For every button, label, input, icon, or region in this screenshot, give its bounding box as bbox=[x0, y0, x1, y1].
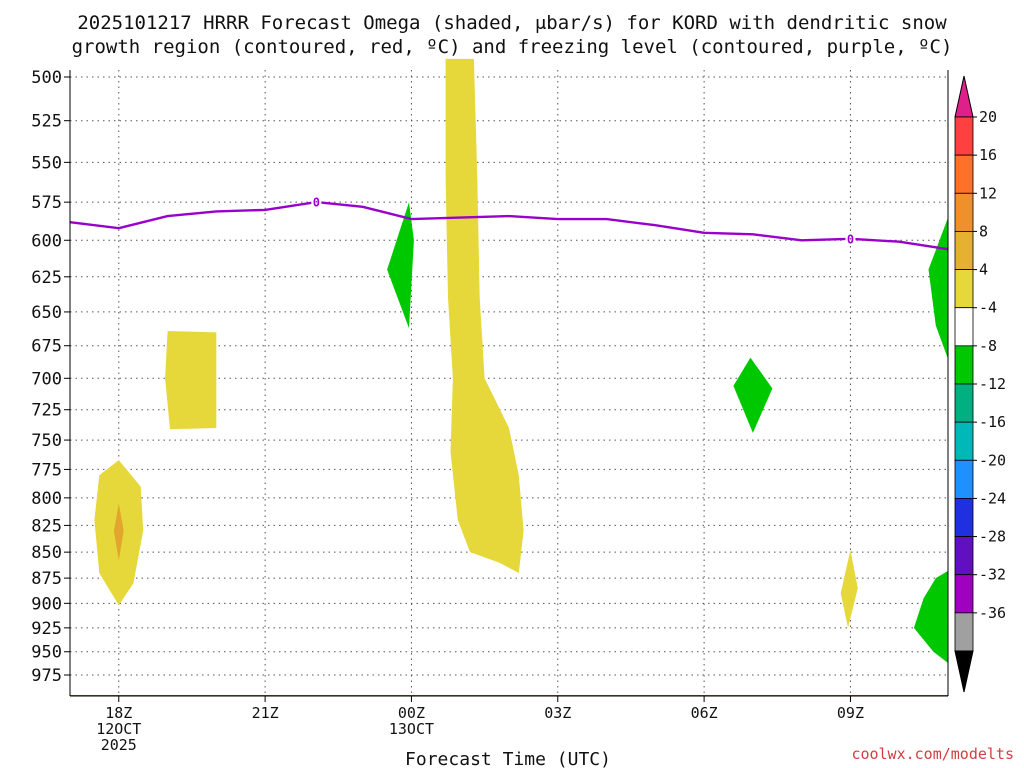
colorbar-swatch-12 bbox=[954, 574, 974, 614]
y-tick-label-525: 525 bbox=[31, 112, 62, 132]
freezing-level-contour: 00 bbox=[69, 195, 949, 251]
y-tick-label-575: 575 bbox=[31, 193, 62, 213]
y-tick-label-975: 975 bbox=[31, 666, 62, 686]
freezing-level-line bbox=[69, 200, 949, 251]
ground-surface bbox=[70, 694, 948, 696]
colorbar-swatch-11 bbox=[954, 536, 974, 576]
x-tick-label-06Z-1: 06Z bbox=[691, 704, 718, 722]
omega-region-green-wedge bbox=[387, 202, 414, 329]
colorbar-tick-label-2: 12 bbox=[979, 184, 997, 202]
freezing-label-bg-1 bbox=[311, 195, 322, 210]
freezing-label-bg-2 bbox=[845, 231, 856, 246]
y-tick-label-925: 925 bbox=[31, 619, 62, 639]
omega-shading bbox=[94, 58, 948, 663]
freezing-label-2: 0 bbox=[847, 232, 854, 246]
colorbar-swatch-7 bbox=[954, 383, 974, 423]
colorbar-tick-label-12: -32 bbox=[979, 566, 1006, 584]
colorbar-tick-label-7: -12 bbox=[979, 375, 1006, 393]
colorbar-swatch-6 bbox=[954, 345, 974, 385]
colorbar-swatch-1 bbox=[954, 154, 974, 194]
y-tick-label-800: 800 bbox=[31, 489, 62, 509]
y-tick-label-750: 750 bbox=[31, 431, 62, 451]
colorbar-tick-label-5: -4 bbox=[979, 299, 997, 317]
colorbar-tick-label-3: 8 bbox=[979, 222, 988, 240]
colorbar-top-arrow bbox=[954, 75, 974, 118]
y-tick-label-700: 700 bbox=[31, 369, 62, 389]
x-tick-label-18Z-3: 2025 bbox=[101, 736, 137, 754]
colorbar-swatch-8 bbox=[954, 421, 974, 461]
colorbar-swatch-10 bbox=[954, 498, 974, 537]
colorbar-swatch-4 bbox=[954, 269, 974, 309]
omega-region-orange-core bbox=[113, 503, 124, 561]
plot-area bbox=[70, 70, 948, 696]
y-tick-label-600: 600 bbox=[31, 231, 62, 251]
omega-region-green-right-upper bbox=[928, 217, 948, 359]
omega-region-yellow-tall-plume bbox=[445, 58, 524, 573]
colorbar-tick-label-9: -20 bbox=[979, 451, 1006, 469]
x-tick-label-00Z-1: 00Z bbox=[398, 704, 425, 722]
y-tick-label-825: 825 bbox=[31, 516, 62, 536]
x-tick-label-00Z-2: 13OCT bbox=[389, 720, 434, 738]
freezing-label-1: 0 bbox=[313, 196, 320, 210]
y-tick-label-875: 875 bbox=[31, 569, 62, 589]
y-axis-ticks: 500 525 550 575 600 625 650 675 700 725 750 775 800 8… bbox=[31, 68, 70, 686]
omega-region-yellow-box bbox=[165, 331, 217, 430]
colorbar-tick-label-1: 16 bbox=[979, 146, 997, 164]
chart-title-line2: growth region (contoured, red, ºC) and f… bbox=[72, 36, 953, 58]
colorbar-tick-label-11: -28 bbox=[979, 528, 1006, 546]
x-tick-label-03Z-1: 03Z bbox=[544, 704, 571, 722]
colorbar-tick-label-6: -8 bbox=[979, 337, 997, 355]
colorbar-swatch-5 bbox=[954, 307, 974, 347]
y-tick-label-675: 675 bbox=[31, 337, 62, 357]
credit-link[interactable]: coolwx.com/modelts bbox=[851, 745, 1014, 763]
x-tick-label-09Z-1: 09Z bbox=[837, 704, 864, 722]
y-tick-label-625: 625 bbox=[31, 268, 62, 288]
omega-region-green-right-lower bbox=[913, 570, 948, 663]
y-tick-label-775: 775 bbox=[31, 460, 62, 480]
colorbar: 20 16 12 8 4 -4 -8 -12 -16 -20 -24 -28 -32 -36 bbox=[954, 75, 1006, 693]
colorbar-tick-label-13: -36 bbox=[979, 604, 1006, 622]
y-tick-label-900: 900 bbox=[31, 594, 62, 614]
x-tick-label-21Z-1: 21Z bbox=[252, 704, 279, 722]
ground-bar bbox=[70, 694, 948, 696]
y-tick-label-725: 725 bbox=[31, 401, 62, 421]
colorbar-swatch-3 bbox=[954, 231, 974, 270]
y-tick-label-950: 950 bbox=[31, 643, 62, 663]
colorbar-tick-label-0: 20 bbox=[979, 108, 997, 126]
y-tick-label-550: 550 bbox=[31, 153, 62, 173]
colorbar-tick-label-8: -16 bbox=[979, 413, 1006, 431]
colorbar-swatch-0 bbox=[954, 116, 974, 156]
y-tick-label-650: 650 bbox=[31, 303, 62, 323]
x-tick-label-18Z-1: 18Z bbox=[105, 704, 132, 722]
chart-title-line1: 2025101217 HRRR Forecast Omega (shaded, … bbox=[77, 12, 947, 34]
colorbar-swatch-13 bbox=[954, 612, 974, 652]
colorbar-swatch-9 bbox=[954, 459, 974, 499]
colorbar-bottom-arrow bbox=[954, 650, 974, 693]
y-tick-label-500: 500 bbox=[31, 68, 62, 88]
omega-region-yellow-small bbox=[840, 550, 858, 628]
colorbar-tick-label-4: 4 bbox=[979, 261, 988, 279]
colorbar-swatch-2 bbox=[954, 192, 974, 232]
x-tick-label-18Z-2: 12OCT bbox=[96, 720, 141, 738]
colorbar-tick-label-10: -24 bbox=[979, 489, 1006, 507]
y-tick-label-850: 850 bbox=[31, 543, 62, 563]
omega-region-green-diamond bbox=[733, 357, 773, 433]
x-axis-label: Forecast Time (UTC) bbox=[405, 749, 611, 768]
